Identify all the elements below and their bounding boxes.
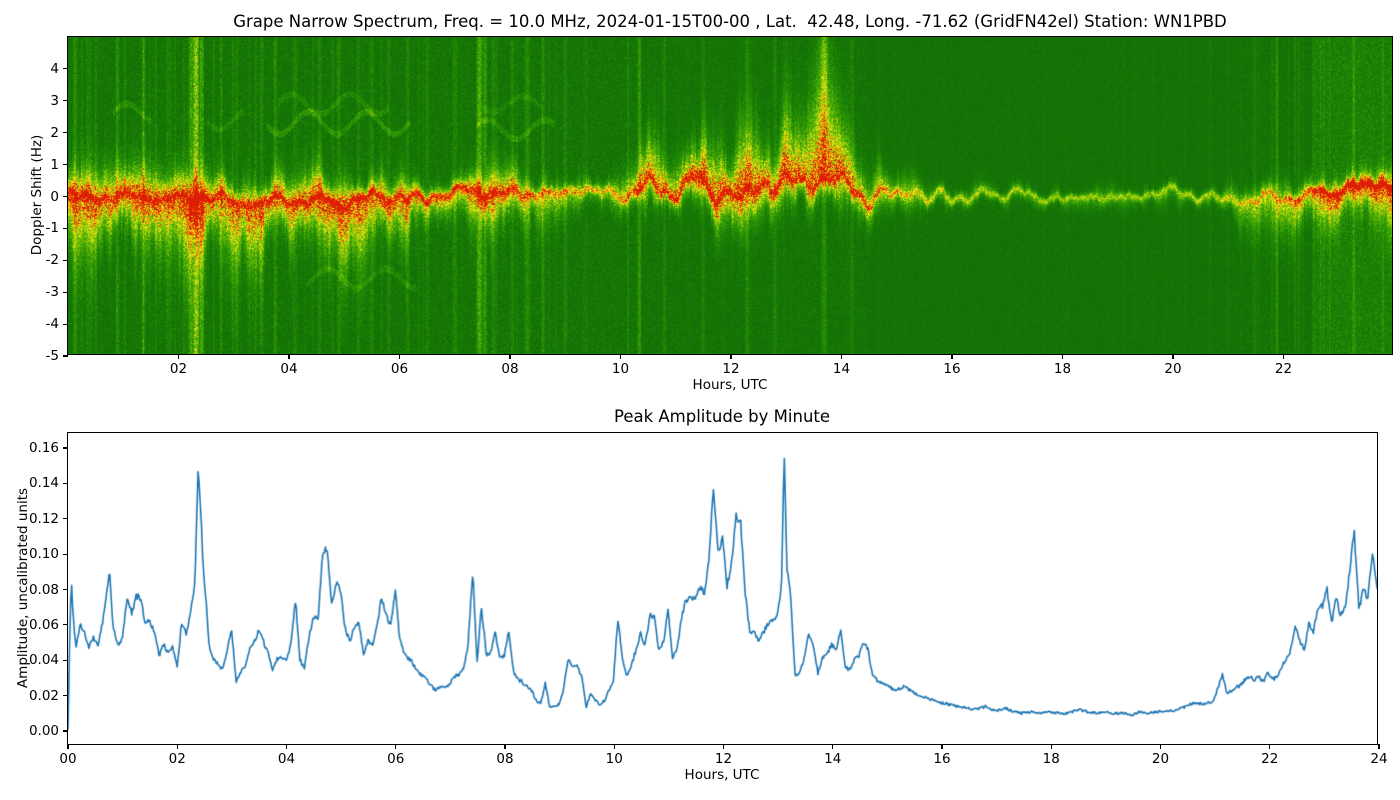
y-tick-label: -3 bbox=[45, 284, 59, 301]
x-tick-mark bbox=[1378, 744, 1380, 749]
x-tick-label: 14 bbox=[832, 361, 851, 377]
x-tick-mark bbox=[398, 354, 401, 359]
spectrogram-canvas bbox=[68, 37, 1392, 354]
x-tick-label: 14 bbox=[824, 751, 842, 767]
x-tick-mark bbox=[395, 744, 397, 749]
y-tick-mark bbox=[63, 695, 68, 697]
x-tick-mark bbox=[941, 744, 943, 749]
y-tick-mark bbox=[63, 323, 68, 325]
x-tick-mark bbox=[1061, 354, 1064, 359]
y-tick-label: 0.02 bbox=[28, 687, 59, 704]
x-tick-label: 02 bbox=[169, 361, 188, 377]
y-tick-mark bbox=[63, 482, 68, 484]
y-tick-label: 4 bbox=[50, 60, 59, 77]
x-tick-mark bbox=[730, 354, 732, 359]
x-tick-label: 12 bbox=[714, 751, 733, 767]
y-tick-label: 0 bbox=[50, 188, 59, 205]
y-tick-mark bbox=[63, 259, 68, 261]
y-tick-label: 3 bbox=[50, 92, 59, 109]
x-tick-mark bbox=[504, 744, 506, 749]
x-tick-mark bbox=[832, 744, 834, 749]
x-tick-label: 04 bbox=[277, 751, 296, 767]
x-tick-mark bbox=[1269, 744, 1271, 749]
y-tick-label: -1 bbox=[45, 220, 59, 237]
y-tick-label: -5 bbox=[45, 348, 59, 364]
x-tick-label: 24 bbox=[1370, 751, 1388, 767]
x-tick-mark bbox=[619, 354, 622, 359]
y-tick-label: -4 bbox=[45, 316, 59, 333]
y-tick-label: 0.06 bbox=[28, 616, 59, 633]
x-tick-label: 16 bbox=[943, 361, 961, 377]
x-tick-label: 04 bbox=[280, 361, 298, 377]
y-tick-mark bbox=[63, 447, 68, 449]
amplitude-plot: 00 02 04 06 08 10 12 14 16 18 20 22 24 0.00 0.02 0.04 0.… bbox=[29, 432, 1388, 767]
amplitude-ylabel: Amplitude, uncalibrated units bbox=[15, 487, 31, 689]
y-tick-label: -2 bbox=[45, 252, 59, 269]
x-tick-mark bbox=[1050, 744, 1052, 749]
x-tick-label: 22 bbox=[1274, 361, 1293, 377]
y-tick-mark bbox=[63, 624, 68, 626]
spectrogram-title: Grape Narrow Spectrum, Freq. = 10.0 MHz,… bbox=[233, 12, 1227, 31]
y-tick-label: 0.08 bbox=[28, 581, 59, 598]
y-tick-mark bbox=[63, 227, 68, 229]
y-tick-label: 1 bbox=[50, 156, 59, 173]
x-tick-label: 10 bbox=[611, 361, 630, 377]
x-tick-mark bbox=[951, 354, 953, 359]
x-tick-label: 20 bbox=[1164, 361, 1182, 377]
x-tick-label: 18 bbox=[1053, 361, 1072, 377]
y-tick-mark bbox=[63, 195, 68, 198]
amplitude-title: Peak Amplitude by Minute bbox=[613, 407, 831, 426]
x-tick-label: 00 bbox=[59, 751, 77, 767]
amplitude-xlabel: Hours, UTC bbox=[684, 767, 760, 783]
x-tick-label: 20 bbox=[1151, 751, 1170, 767]
y-tick-mark bbox=[63, 291, 68, 293]
x-tick-mark bbox=[613, 744, 615, 749]
y-tick-mark bbox=[63, 553, 68, 555]
x-tick-label: 16 bbox=[933, 751, 951, 767]
y-tick-label: 0.10 bbox=[28, 546, 59, 563]
x-tick-mark bbox=[285, 744, 288, 749]
y-tick-mark bbox=[63, 588, 68, 591]
x-tick-label: 10 bbox=[605, 751, 623, 767]
x-tick-label: 12 bbox=[722, 361, 740, 377]
y-tick-mark bbox=[63, 164, 68, 166]
x-tick-label: 22 bbox=[1261, 751, 1279, 767]
x-tick-mark bbox=[509, 354, 511, 359]
y-tick-label: 0.16 bbox=[28, 440, 59, 457]
y-tick-label: 0.04 bbox=[28, 652, 59, 669]
amplitude-canvas bbox=[68, 433, 1377, 744]
x-tick-label: 02 bbox=[168, 751, 186, 767]
y-tick-mark bbox=[63, 355, 68, 357]
x-tick-label: 06 bbox=[390, 361, 409, 377]
x-tick-label: 18 bbox=[1042, 751, 1060, 767]
y-tick-label: 0.00 bbox=[28, 722, 59, 739]
x-tick-mark bbox=[722, 744, 725, 749]
x-tick-label: 08 bbox=[496, 751, 514, 767]
x-tick-label: 06 bbox=[387, 751, 405, 767]
y-tick-mark bbox=[63, 68, 68, 70]
x-tick-label: 08 bbox=[501, 361, 519, 377]
spectrogram-plot: 02 04 06 08 10 12 14 16 18 20 22 4 3 2 1 0 -1 -2 -3 -4 -5 bbox=[46, 36, 1393, 377]
spectrogram-xlabel: Hours, UTC bbox=[692, 377, 768, 393]
x-tick-mark bbox=[67, 744, 69, 749]
y-tick-mark bbox=[63, 518, 68, 520]
x-tick-mark bbox=[288, 354, 290, 359]
x-tick-mark bbox=[177, 354, 180, 359]
x-tick-mark bbox=[1282, 354, 1285, 359]
y-tick-mark bbox=[63, 132, 68, 134]
y-tick-mark bbox=[63, 659, 68, 661]
y-tick-label: 0.12 bbox=[28, 510, 59, 527]
y-tick-mark bbox=[63, 100, 68, 102]
x-tick-mark bbox=[176, 744, 178, 749]
spectrogram-ylabel: Doppler Shift (Hz) bbox=[29, 134, 45, 256]
y-tick-label: 0.14 bbox=[28, 475, 59, 492]
x-tick-mark bbox=[1159, 744, 1162, 749]
y-tick-mark bbox=[63, 730, 68, 732]
x-tick-mark bbox=[1172, 354, 1174, 359]
y-tick-label: 2 bbox=[50, 124, 59, 141]
x-tick-mark bbox=[840, 354, 843, 359]
